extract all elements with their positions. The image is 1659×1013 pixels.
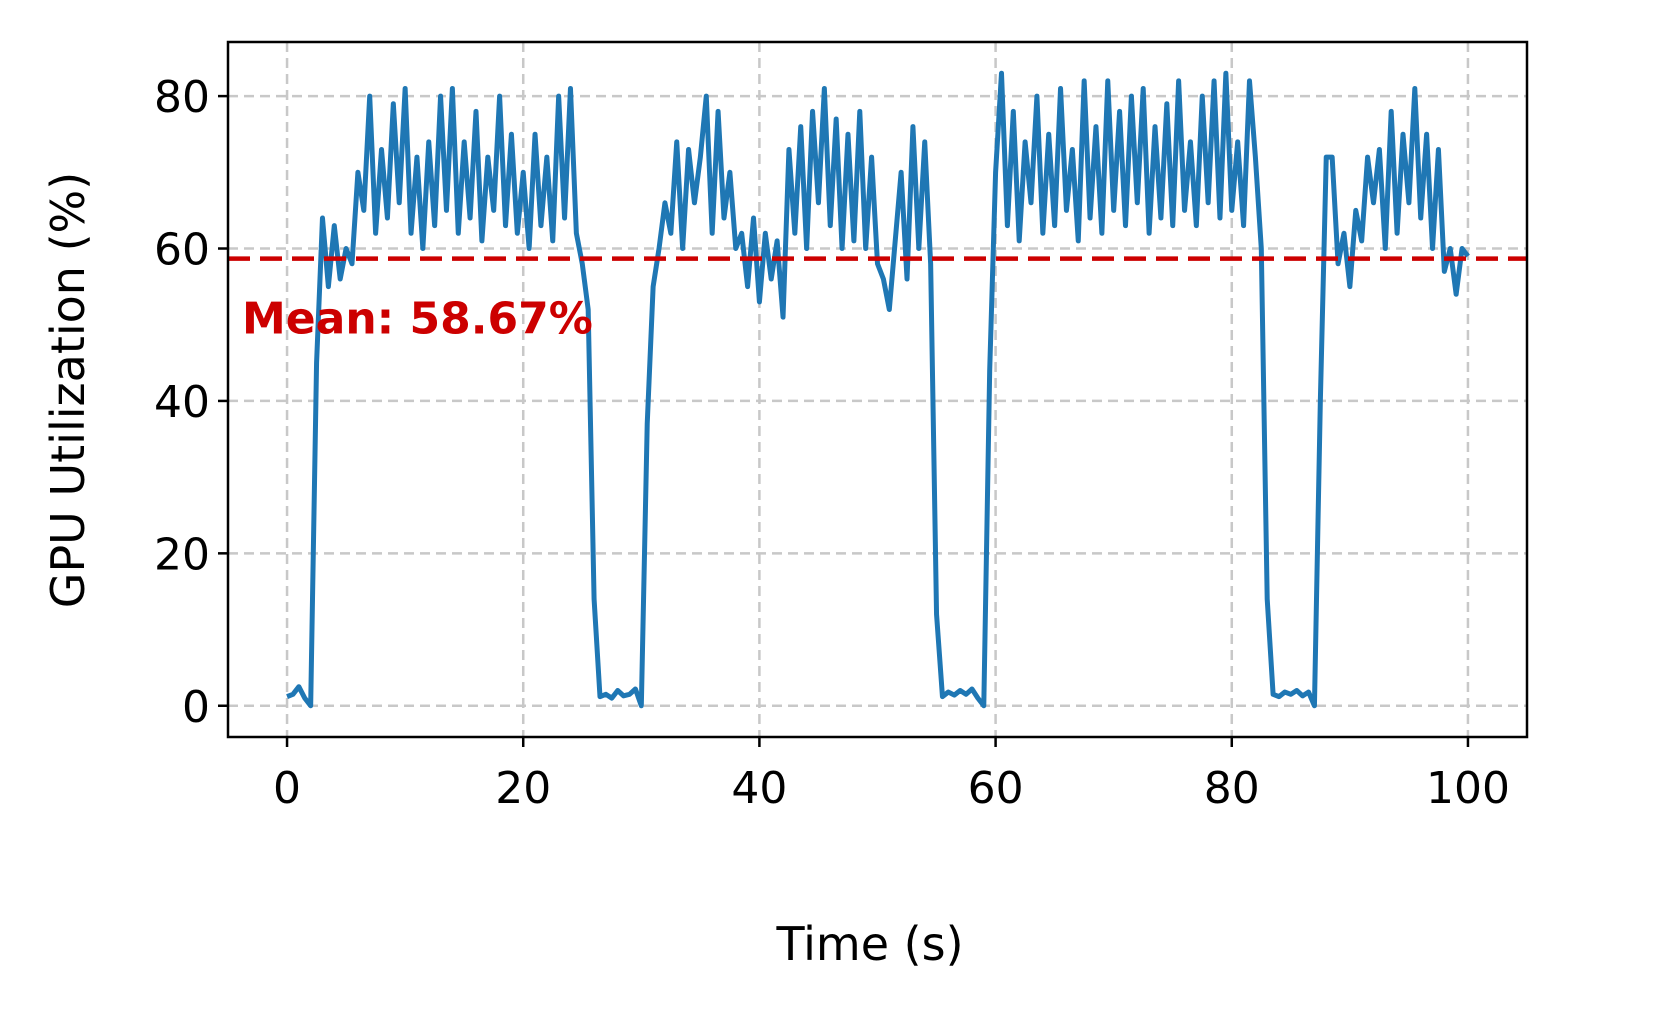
y-tick-label: 0 (182, 682, 210, 733)
y-axis-label: GPU Utilization (%) (41, 172, 95, 608)
mean-label: Mean: 58.67% (242, 294, 593, 345)
plot-frame (226, 40, 1529, 739)
y-tick-label: 60 (154, 225, 210, 276)
x-tick-label: 40 (731, 763, 787, 814)
y-tick-label: 80 (154, 72, 210, 123)
x-tick-label: 20 (495, 763, 551, 814)
x-tick-label: 80 (1204, 763, 1260, 814)
x-tick-label: 0 (273, 763, 301, 814)
y-tick-label: 20 (154, 529, 210, 580)
data-line (286, 70, 1470, 709)
x-axis-label: Time (s) (775, 917, 963, 971)
x-tick-label: 100 (1426, 763, 1510, 814)
x-tick-label: 60 (968, 763, 1024, 814)
y-tick-label: 40 (154, 377, 210, 428)
